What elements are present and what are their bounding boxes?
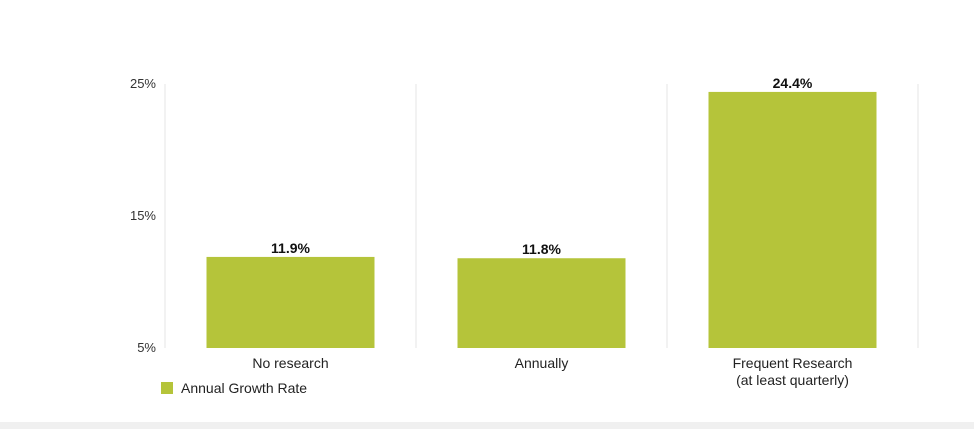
- legend-label: Annual Growth Rate: [181, 380, 307, 396]
- category-label-3: (at least quarterly): [736, 372, 849, 388]
- category-label-3: Frequent Research: [733, 355, 853, 371]
- bar-2: [457, 258, 626, 348]
- legend-swatch: [161, 382, 173, 394]
- bar-1: [206, 256, 375, 348]
- y-axis-ticks: 5% 15% 25%: [130, 76, 156, 355]
- legend: Annual Growth Rate: [161, 380, 307, 396]
- bars: [206, 91, 877, 349]
- category-label-2: Annually: [515, 355, 569, 371]
- y-tick-label: 15%: [130, 208, 156, 223]
- bar-3: [708, 91, 877, 349]
- x-axis-category-labels: No research Annually Frequent Research(at …: [252, 355, 852, 388]
- y-tick-label: 25%: [130, 76, 156, 91]
- data-label-2: 11.8%: [522, 241, 561, 257]
- y-tick-label: 5%: [137, 340, 156, 355]
- data-label-3: 24.4%: [773, 75, 813, 91]
- bottom-strip: [0, 422, 974, 429]
- category-label-1: No research: [252, 355, 328, 371]
- data-labels: 11.9% 11.8% 24.4%: [271, 75, 813, 257]
- gridlines: [164, 84, 919, 348]
- data-label-1: 11.9%: [271, 240, 310, 256]
